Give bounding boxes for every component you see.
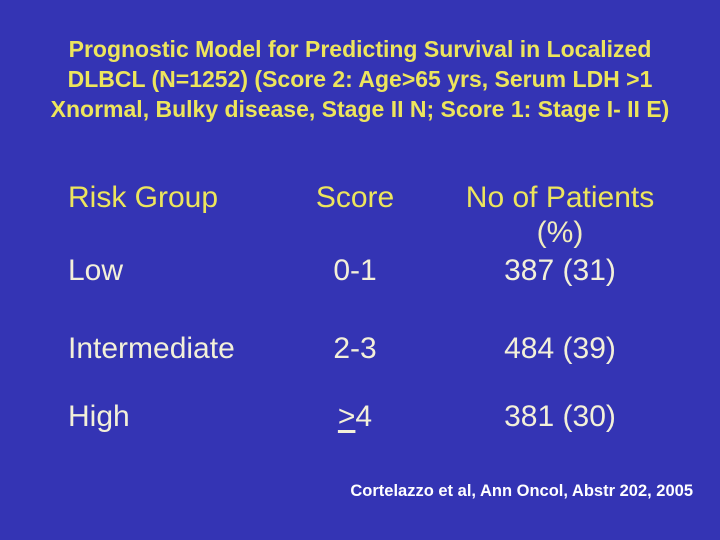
score-number: 4 — [355, 400, 373, 433]
header-no-of-patients-line1: No of Patients — [465, 181, 655, 214]
slide-title: Prognostic Model for Predicting Survival… — [10, 34, 710, 124]
score-value: 2-3 — [280, 332, 430, 367]
score-number: 0-1 — [333, 254, 377, 287]
risk-group-value: Low — [68, 254, 124, 287]
header-risk-group: Risk Group — [68, 181, 219, 214]
header-no-of-patients-percent: (%) — [536, 215, 584, 249]
header-no-of-patients: No of Patients (%) — [448, 181, 672, 250]
title-line-3: Xnormal, Bulky disease, Stage II N; Scor… — [50, 96, 670, 122]
score-value: 0-1 — [280, 254, 430, 289]
risk-group-value: High — [68, 400, 130, 433]
title-line-1: Prognostic Model for Predicting Survival… — [68, 36, 652, 62]
patients-value: 381 (30) — [504, 400, 616, 433]
score-value: >4 — [280, 400, 430, 435]
title-line-2: DLBCL (N=1252) (Score 2: Age>65 yrs, Ser… — [67, 66, 653, 92]
header-score: Score — [315, 181, 395, 214]
citation: Cortelazzo et al, Ann Oncol, Abstr 202, … — [350, 482, 693, 500]
patients-value: 484 (39) — [504, 332, 616, 365]
score-number: 2-3 — [333, 332, 377, 365]
patients-value: 387 (31) — [504, 254, 616, 287]
risk-group-value: Intermediate — [68, 332, 235, 365]
score-prefix: > — [337, 400, 356, 433]
